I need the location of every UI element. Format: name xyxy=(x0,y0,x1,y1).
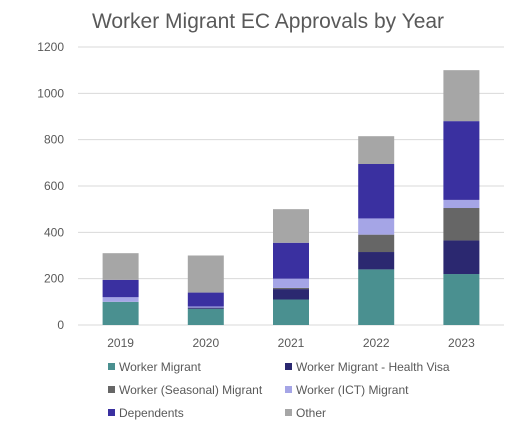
bar-segment-2023-s1 xyxy=(443,240,480,275)
bar-segment-2021-s3 xyxy=(273,278,309,288)
bar-segment-2021-s0 xyxy=(273,299,309,325)
bar-segment-2020-s5 xyxy=(187,255,224,293)
legend-label: Other xyxy=(296,406,326,420)
legend-label: Worker Migrant xyxy=(119,360,201,374)
x-axis-ticks: 2019 2020 2021 2022 2023 xyxy=(107,336,475,350)
bar-segment-2023-s3 xyxy=(443,199,480,209)
bar-segment-2019-s0 xyxy=(102,301,139,325)
y-tick-label: 1000 xyxy=(37,86,64,100)
legend-label: Worker (Seasonal) Migrant xyxy=(119,383,263,397)
x-tick-label: 2021 xyxy=(278,336,305,350)
y-tick-label: 0 xyxy=(57,318,64,332)
x-tick-label: 2019 xyxy=(107,336,134,350)
y-tick-label: 200 xyxy=(44,272,64,286)
bar-segment-2022-s2 xyxy=(358,234,395,253)
x-tick-label: 2020 xyxy=(192,336,219,350)
bar-segment-2022-s1 xyxy=(358,252,395,270)
x-tick-label: 2022 xyxy=(363,336,390,350)
legend-swatch xyxy=(108,363,115,370)
legend-swatch xyxy=(285,363,292,370)
bar-segment-2023-s0 xyxy=(443,274,480,325)
bar-segment-2022-s5 xyxy=(358,136,395,164)
bar-segment-2022-s0 xyxy=(358,269,395,325)
legend-label: Worker (ICT) Migrant xyxy=(296,383,409,397)
bar-segment-2022-s3 xyxy=(358,218,395,235)
chart-title: Worker Migrant EC Approvals by Year xyxy=(92,10,444,33)
legend-label: Dependents xyxy=(119,406,184,420)
bar-segment-2019-s3 xyxy=(102,297,139,302)
bar-segment-2020-s1 xyxy=(187,307,224,309)
bar-segment-2023-s4 xyxy=(443,121,480,200)
legend-swatch xyxy=(285,386,292,393)
bar-segment-2021-s5 xyxy=(273,209,309,243)
y-tick-label: 800 xyxy=(44,133,64,147)
y-axis-ticks: 0 200 400 600 800 1000 1200 xyxy=(37,40,64,332)
legend-swatch xyxy=(108,386,115,393)
bar-segment-2021-s4 xyxy=(273,242,309,279)
x-tick-label: 2023 xyxy=(448,336,475,350)
bar-segment-2021-s1 xyxy=(273,289,309,300)
bars xyxy=(102,70,480,325)
bar-segment-2019-s5 xyxy=(102,253,139,280)
legend-label: Worker Migrant - Health Visa xyxy=(296,360,450,374)
y-tick-label: 1200 xyxy=(37,40,64,54)
bar-segment-2020-s0 xyxy=(187,308,224,325)
bar-segment-2019-s4 xyxy=(102,279,139,298)
bar-segment-2022-s4 xyxy=(358,163,395,219)
bar-segment-2023-s5 xyxy=(443,70,480,122)
bar-segment-2021-s2 xyxy=(273,287,309,290)
legend-swatch xyxy=(108,409,115,416)
legend-swatch xyxy=(285,409,292,416)
y-tick-label: 600 xyxy=(44,179,64,193)
bar-segment-2020-s4 xyxy=(187,292,224,307)
legend: Worker Migrant Worker Migrant - Health Vi… xyxy=(108,360,450,420)
bar-segment-2020-s3 xyxy=(187,306,224,308)
y-tick-label: 400 xyxy=(44,225,64,239)
bar-segment-2023-s2 xyxy=(443,208,480,241)
